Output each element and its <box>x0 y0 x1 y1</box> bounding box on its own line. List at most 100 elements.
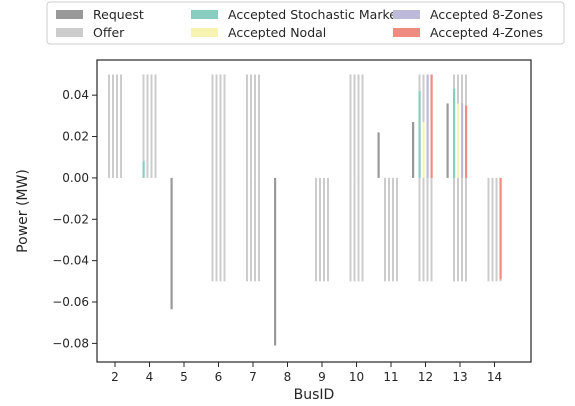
offer-bar <box>116 74 118 178</box>
offer-bar <box>384 177 386 282</box>
offer-bar <box>361 177 364 282</box>
accepted-bar <box>418 91 421 178</box>
offer-bar <box>353 74 356 178</box>
offer-bar <box>112 74 114 178</box>
x-tick-label: 13 <box>452 370 467 384</box>
offer-bar <box>319 177 321 282</box>
offer-bar <box>142 74 145 178</box>
legend-swatch <box>56 28 83 37</box>
x-tick-label: 2 <box>111 370 119 384</box>
accepted-bar <box>499 177 502 280</box>
offer-bar <box>211 177 214 282</box>
offer-bar <box>396 177 398 282</box>
offer-bar <box>254 177 256 282</box>
offer-bar <box>219 177 222 282</box>
accepted-bar <box>457 103 460 178</box>
legend-swatch <box>393 10 420 19</box>
accepted-bar <box>465 105 468 178</box>
offer-bar <box>353 177 356 282</box>
offer-bar <box>250 74 252 178</box>
bars <box>108 74 502 346</box>
offer-bar <box>215 177 218 282</box>
offer-bar <box>465 177 467 282</box>
x-tick-label: 5 <box>180 370 188 384</box>
offer-bar <box>487 177 490 282</box>
offer-bar <box>258 74 260 178</box>
offer-bar <box>323 177 325 282</box>
x-tick-label: 7 <box>249 370 257 384</box>
legend-label: Accepted 4-Zones <box>430 25 543 40</box>
legend-box <box>46 1 565 45</box>
x-tick-label: 9 <box>318 370 326 384</box>
request-bar <box>170 177 173 310</box>
accepted-bar <box>422 122 425 178</box>
offer-bar <box>495 177 498 282</box>
offer-bar <box>146 74 149 178</box>
y-axis: −0.08 −0.06 −0.04 −0.02 0.00 0.02 0.04 <box>52 88 97 350</box>
x-axis-label: BusID <box>294 387 335 403</box>
plot-frame <box>96 59 532 363</box>
accepted-bar <box>430 74 433 178</box>
legend-swatch <box>191 28 218 37</box>
offer-bar <box>223 177 226 282</box>
offer-bar <box>357 177 360 282</box>
y-tick-label: −0.06 <box>52 295 89 309</box>
offer-bar <box>120 74 122 178</box>
offer-bar <box>349 177 352 282</box>
offer-bar <box>250 177 252 282</box>
offer-bar <box>422 177 425 282</box>
offer-bar <box>457 177 459 282</box>
offer-bar <box>388 177 390 282</box>
offer-bar <box>430 177 433 282</box>
y-tick-label: 0.04 <box>62 88 89 102</box>
request-bar <box>274 177 277 346</box>
x-tick-label: 10 <box>349 370 364 384</box>
request-bar <box>446 103 449 178</box>
offer-bar <box>361 74 364 178</box>
legend: Request Offer Accepted Stochastic Market Ac… <box>46 1 565 45</box>
offer-bar <box>392 177 394 282</box>
legend-label: Request <box>93 7 144 22</box>
offer-bar <box>426 177 429 282</box>
offer-bar <box>327 177 329 282</box>
legend-swatch <box>56 10 83 19</box>
y-tick-label: −0.04 <box>52 254 89 268</box>
offer-bar <box>223 74 226 178</box>
x-tick-label: 6 <box>215 370 223 384</box>
accepted-bar <box>461 103 464 178</box>
offer-bar <box>418 177 421 282</box>
legend-swatch <box>393 28 420 37</box>
offer-bar <box>154 74 157 178</box>
y-tick-label: 0.02 <box>62 130 89 144</box>
legend-swatch <box>191 10 218 19</box>
offer-bar <box>246 74 248 178</box>
offer-bar <box>211 74 214 178</box>
offer-bar <box>453 177 455 282</box>
offer-bar <box>349 74 352 178</box>
request-bar <box>377 132 380 178</box>
offer-bar <box>246 177 248 282</box>
offer-bar <box>357 74 360 178</box>
legend-label: Accepted 8-Zones <box>430 7 543 22</box>
y-tick-label: −0.02 <box>52 212 89 226</box>
x-tick-label: 14 <box>487 370 502 384</box>
request-bar <box>412 122 415 178</box>
y-tick-label: 0.00 <box>62 171 89 185</box>
legend-label: Offer <box>93 25 125 40</box>
x-tick-label: 8 <box>284 370 292 384</box>
x-tick-label: 4 <box>146 370 154 384</box>
offer-bar <box>254 74 256 178</box>
legend-label: Accepted Nodal <box>228 25 326 40</box>
accepted-bar <box>453 88 456 178</box>
accepted-bar <box>142 161 145 178</box>
offer-bar <box>491 177 494 282</box>
offer-bar <box>150 74 153 178</box>
x-tick-label: 12 <box>418 370 433 384</box>
offer-bar <box>108 74 110 178</box>
y-axis-label: Power (MW) <box>15 169 31 253</box>
offer-bar <box>219 74 222 178</box>
offer-bar <box>315 177 317 282</box>
legend-label: Accepted Stochastic Market <box>228 7 402 22</box>
accepted-bar <box>426 74 429 178</box>
